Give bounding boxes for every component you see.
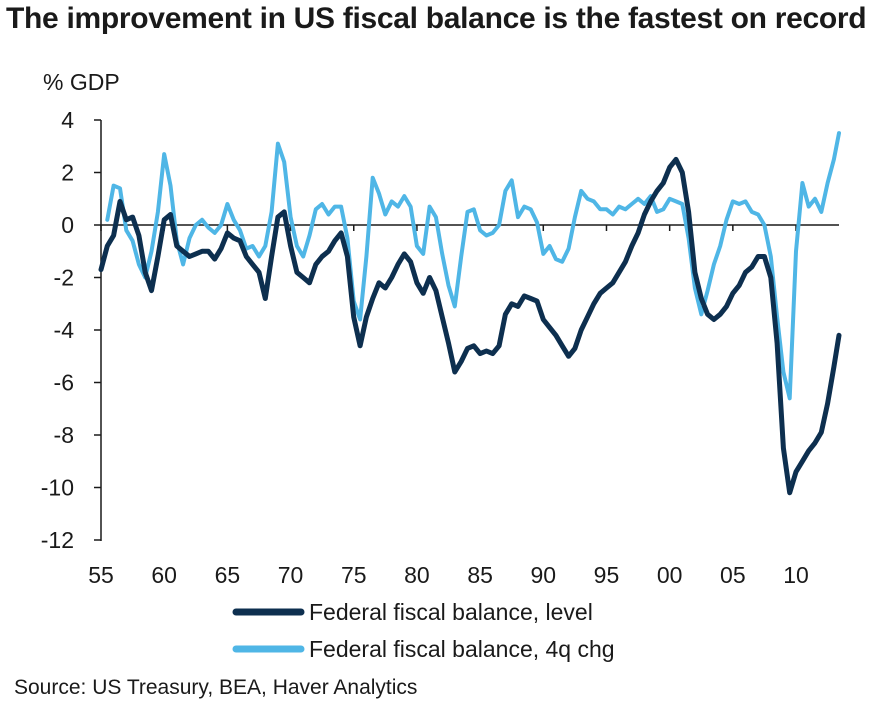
y-tick-label: -10 — [41, 475, 74, 501]
x-tick-label: 60 — [151, 562, 177, 588]
y-tick-label: -2 — [54, 265, 74, 291]
chart-title: The improvement in US fiscal balance is … — [6, 2, 867, 35]
series-line-level — [98, 156, 842, 496]
y-tick-label: -8 — [54, 422, 74, 448]
x-tick-label: 55 — [88, 562, 114, 588]
series-line-4q-change — [105, 131, 841, 401]
x-tick-label: 70 — [278, 562, 304, 588]
y-tick-label: 2 — [61, 160, 74, 186]
y-tick-label: 4 — [61, 107, 74, 133]
x-tick-label: 95 — [594, 562, 620, 588]
x-tick-label: 05 — [720, 562, 746, 588]
legend-item-level: Federal fiscal balance, level — [232, 599, 593, 625]
x-tick-label: 65 — [215, 562, 241, 588]
legend-item-4q-change: Federal fiscal balance, 4q chg — [232, 636, 615, 662]
x-tick-label: 80 — [404, 562, 430, 588]
x-tick-label: 10 — [783, 562, 809, 588]
y-tick-label: 0 — [61, 212, 74, 238]
legend-label: Federal fiscal balance, 4q chg — [309, 636, 615, 662]
series-layer — [98, 131, 842, 496]
x-tick-label: 00 — [657, 562, 683, 588]
y-tick-label: -6 — [54, 370, 74, 396]
y-tick-label: -12 — [41, 527, 74, 553]
x-tick-label: 85 — [467, 562, 493, 588]
source-note: Source: US Treasury, BEA, Haver Analytic… — [14, 676, 418, 699]
x-tick-label: 90 — [530, 562, 556, 588]
y-tick-label: -4 — [54, 317, 75, 343]
axes: % GDP 4 2 0 -2 -4 -6 -8 -10 -12 55 60 65 70 75 80 85 90 95… — [41, 69, 839, 588]
y-axis-unit-label: % GDP — [43, 69, 120, 95]
x-tick-label: 75 — [341, 562, 367, 588]
legend: Federal fiscal balance, level Federal fis… — [232, 599, 615, 662]
legend-label: Federal fiscal balance, level — [309, 599, 593, 625]
